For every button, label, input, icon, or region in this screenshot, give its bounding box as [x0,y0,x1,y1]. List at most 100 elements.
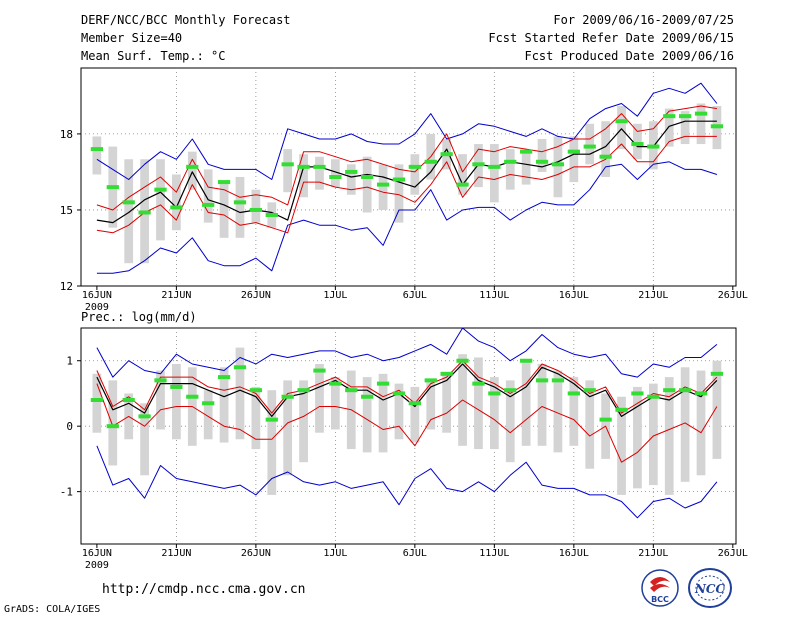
temp-spread-box [696,103,706,145]
prec-spread-box [585,380,595,469]
temp-median-marker [376,182,390,187]
prec-median-marker [281,394,294,399]
temp-x-tick-label: 16JUL [559,290,589,301]
prec-median-marker [520,358,533,363]
prec-x-tick-label: 16JUN [82,548,112,559]
prec-median-marker [408,401,421,406]
prec-spread-box [696,370,706,476]
temp-median-marker [345,169,358,174]
temp-median-marker [504,159,517,164]
prec-spread-box [330,377,340,430]
temp-spread-box [124,159,134,264]
forecast-produced-date: Fcst Produced Date 2009/06/16 [524,49,734,63]
prec-median-marker [679,388,692,393]
prec-spread-box [505,380,515,463]
prec-max-line [96,327,718,378]
prec-median-marker [631,391,644,396]
temp-median-marker [456,182,469,187]
temp-median-marker [694,111,708,116]
temp-median-marker [392,177,406,182]
temp-median-marker [249,207,262,212]
temp-spread-box [330,159,340,188]
temp-x-axis-label: 2009 [85,302,109,313]
temp-spread-box [569,136,579,183]
prec-spread-box [442,373,452,433]
temp-x-tick-label: 21JUN [161,290,191,301]
prec-spread-box [219,367,229,443]
temp-median-marker [440,152,453,157]
prec-spread-box [156,370,165,430]
temp-median-marker [631,142,644,147]
temp-spread-box [601,121,611,177]
prec-spread-box [553,370,563,453]
prec-spread-box [251,386,261,450]
prec-spread-box [537,364,547,446]
temp-median-marker [599,154,612,159]
source-url[interactable]: http://cmdp.ncc.cma.gov.cn [102,582,306,597]
prec-x-tick-label: 11JUL [479,548,509,559]
prec-spread-box [569,377,579,446]
prec-median-marker [106,424,119,429]
prec-spread-box [633,386,642,489]
prec-spread-box [235,347,245,440]
prec-spread-box [394,383,404,440]
temp-spread-box [251,189,261,223]
temp-lower-spread-line [96,135,717,234]
temp-spread-box [378,164,388,210]
temp-spread-box [187,151,197,190]
prec-spread-box [489,377,499,450]
prec-min-line [96,445,718,519]
prec-median-marker [154,378,167,383]
prec-spread-box [267,390,277,495]
prec-spread-box [203,390,213,440]
prec-median-marker [615,407,628,412]
temp-spread-box [633,123,642,160]
prec-median-marker [392,391,406,396]
temp-spread-box [537,138,547,172]
prec-lower-spread-line [96,383,718,463]
prec-median-marker [472,381,485,386]
prec-median-marker [535,378,549,383]
prec-median-marker [297,388,310,393]
member-size-label: Member Size=40 [81,31,183,45]
prec-median-marker [345,388,358,393]
prec-y-tick-label: 0 [66,420,73,433]
prec-x-tick-label: 6JUL [403,548,427,559]
prec-median-marker [90,398,104,402]
prec-median-marker [424,378,437,383]
temp-median-marker [313,164,326,169]
temp-median-marker [472,162,485,167]
temp-spread-box [458,154,467,195]
temp-spread-box [203,169,213,223]
bcc-logo-icon: BCC [641,569,679,607]
prec-y-tick-label: -1 [60,486,73,499]
forecast-started-date: Fcst Started Refer Date 2009/06/15 [488,31,734,45]
temp-spread-box [92,136,102,175]
temp-median-marker [186,164,199,169]
temp-spread-box [283,149,293,193]
temp-median-marker [329,175,342,179]
temp-spread-box [505,149,515,190]
bcc-logo-text: BCC [651,595,669,604]
temp-min-line [96,161,718,274]
temp-y-tick-label: 18 [60,128,73,141]
prec-panel-title: Prec.: log(mm/d) [81,310,197,324]
temp-spread-box [585,123,595,165]
temp-plot-frame [80,67,737,287]
temp-median-marker [297,164,310,169]
temp-median-marker [535,159,549,164]
prec-median-marker [567,391,580,396]
prec-spread-box [617,396,626,495]
prec-spread-box [140,403,149,476]
temp-spread-box [553,136,563,198]
temp-median-marker [138,210,151,215]
prec-median-marker [313,368,326,373]
temp-median-marker [106,185,119,190]
prec-median-marker [504,388,517,393]
prec-median-marker [202,401,215,406]
temp-median-marker [520,149,533,154]
temp-median-marker [202,202,215,207]
prec-median-marker [249,388,262,393]
temp-x-tick-label: 26JUL [718,290,748,301]
prec-median-marker [122,398,135,402]
